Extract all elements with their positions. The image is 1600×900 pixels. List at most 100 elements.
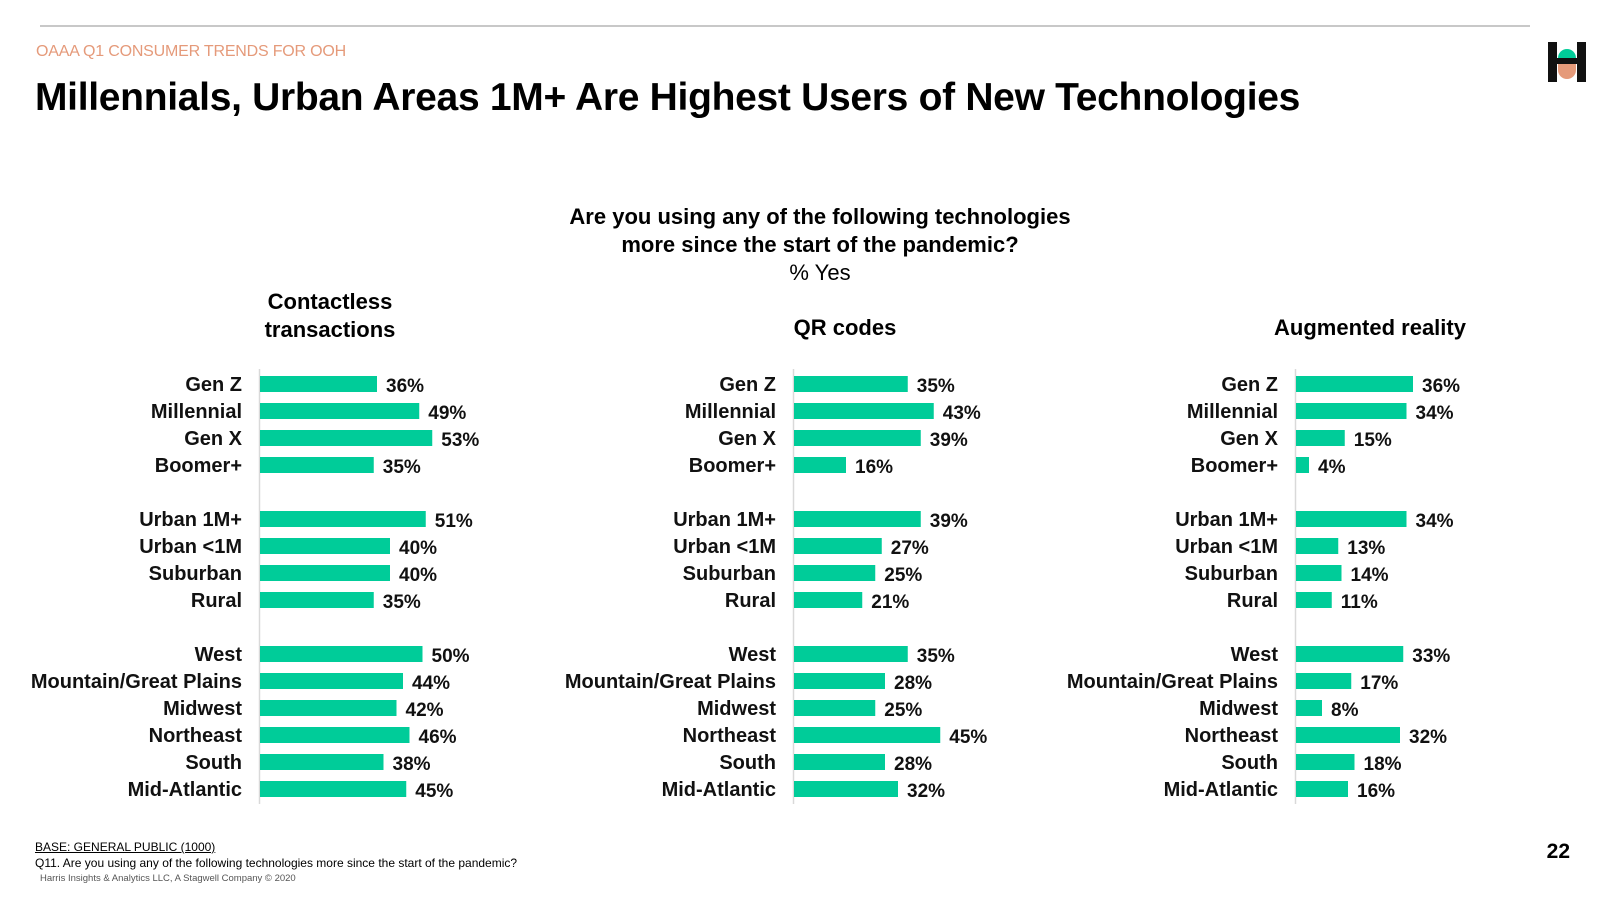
chart-0-value-label: 38% — [393, 754, 431, 775]
harris-logo-icon — [1548, 42, 1586, 82]
chart-1-value-label: 39% — [930, 430, 968, 451]
chart-0-value-label: 44% — [412, 673, 450, 694]
chart-0-bar — [260, 403, 420, 419]
chart-1-bar — [794, 565, 876, 581]
chart-0-category-label: South — [185, 752, 242, 774]
chart-0-value-label: 51% — [435, 511, 473, 532]
chart-title-qr-codes: QR codes — [793, 315, 897, 340]
chart-0-bar — [260, 673, 403, 689]
chart-0-bar — [260, 430, 433, 446]
chart-2-category-label: South — [1221, 752, 1278, 774]
chart-2-category-label: West — [1231, 644, 1279, 666]
chart-1-value-label: 43% — [943, 403, 981, 424]
chart-0-value-label: 40% — [399, 538, 437, 559]
chart-2-value-label: 18% — [1364, 754, 1402, 775]
chart-title-contactless: Contactless transactions — [264, 289, 396, 342]
chart-1-bar — [794, 727, 941, 743]
chart-2-category-label: Mid-Atlantic — [1164, 779, 1278, 801]
chart-1-category-label: Suburban — [683, 563, 776, 585]
chart-2-bar — [1296, 673, 1352, 689]
chart-0-value-label: 49% — [428, 403, 466, 424]
chart-0-category-label: Gen X — [184, 428, 242, 450]
chart-0-value-label: 53% — [441, 430, 479, 451]
chart-1-bar — [794, 781, 898, 797]
chart-1-category-label: Mid-Atlantic — [662, 779, 776, 801]
chart-0-category-label: Urban 1M+ — [139, 509, 242, 531]
chart-2-category-label: Urban 1M+ — [1175, 509, 1278, 531]
chart-1-value-label: 35% — [917, 376, 955, 397]
chart-2-bar — [1296, 646, 1404, 662]
survey-question: Are you using any of the following techn… — [530, 203, 1110, 287]
chart-1-value-label: 21% — [871, 592, 909, 613]
chart-1-bar — [794, 430, 921, 446]
chart-2-category-label: Rural — [1227, 590, 1278, 612]
chart-2-bar — [1296, 511, 1407, 527]
chart-0-bar — [260, 592, 374, 608]
chart-1-bar — [794, 673, 885, 689]
chart-1-value-label: 16% — [855, 457, 893, 478]
chart-0-category-label: Urban <1M — [139, 536, 242, 558]
chart-2-bar — [1296, 727, 1400, 743]
chart-1-category-label: Urban <1M — [673, 536, 776, 558]
chart-2-bar — [1296, 538, 1339, 554]
chart-2-bar — [1296, 754, 1355, 770]
chart-2-value-label: 32% — [1409, 727, 1447, 748]
chart-2-category-label: Midwest — [1199, 698, 1278, 720]
chart-0-value-label: 36% — [386, 376, 424, 397]
chart-1-value-label: 28% — [894, 754, 932, 775]
chart-2-category-label: Urban <1M — [1175, 536, 1278, 558]
chart-1-category-label: Mountain/Great Plains — [565, 671, 776, 693]
chart-2-category-label: Mountain/Great Plains — [1067, 671, 1278, 693]
chart-0-bar — [260, 754, 384, 770]
chart-0-bar — [260, 538, 390, 554]
chart-1-bar — [794, 754, 885, 770]
chart-0-category-label: Mountain/Great Plains — [31, 671, 242, 693]
chart-0-bar — [260, 727, 410, 743]
chart-2-category-label: Northeast — [1185, 725, 1279, 747]
chart-1-category-label: Boomer+ — [689, 455, 776, 477]
chart-1-category-label: Northeast — [683, 725, 777, 747]
chart-0-value-label: 50% — [432, 646, 470, 667]
chart-0-value-label: 35% — [383, 592, 421, 613]
chart-0-category-label: Boomer+ — [155, 455, 242, 477]
chart-2-value-label: 13% — [1347, 538, 1385, 559]
chart-1-category-label: Millennial — [685, 401, 776, 423]
chart-0-value-label: 35% — [383, 457, 421, 478]
chart-0-category-label: Gen Z — [185, 374, 242, 396]
chart-2-category-label: Gen X — [1220, 428, 1278, 450]
chart-1-value-label: 39% — [930, 511, 968, 532]
chart-0-bar — [260, 565, 390, 581]
chart-0-category-label: Northeast — [149, 725, 243, 747]
chart-0-category-label: Millennial — [151, 401, 242, 423]
question-note: Q11. Are you using any of the following … — [35, 856, 518, 870]
question-line-2: more since the start of the pandemic? — [621, 232, 1019, 257]
chart-2-bar — [1296, 592, 1332, 608]
chart-2-category-label: Millennial — [1187, 401, 1278, 423]
chart-0-category-label: Rural — [191, 590, 242, 612]
chart-1-bar — [794, 538, 882, 554]
chart-2-value-label: 34% — [1416, 511, 1454, 532]
chart-1-bar — [794, 700, 876, 716]
chart-2-value-label: 17% — [1360, 673, 1398, 694]
chart-2-value-label: 33% — [1412, 646, 1450, 667]
chart-1-value-label: 25% — [884, 565, 922, 586]
chart-1-bar — [794, 511, 921, 527]
chart-1-category-label: Gen X — [718, 428, 776, 450]
chart-0-value-label: 42% — [406, 700, 444, 721]
chart-0-bar — [260, 700, 397, 716]
chart-1-bar — [794, 457, 846, 473]
chart-2-value-label: 36% — [1422, 376, 1460, 397]
chart-2-category-label: Gen Z — [1221, 374, 1278, 396]
chart-1-category-label: Urban 1M+ — [673, 509, 776, 531]
chart-2-bar — [1296, 457, 1309, 473]
chart-1-category-label: Gen Z — [719, 374, 776, 396]
chart-0-value-label: 40% — [399, 565, 437, 586]
chart-2-bar — [1296, 430, 1345, 446]
chart-0-bar — [260, 457, 374, 473]
chart-2-category-label: Boomer+ — [1191, 455, 1278, 477]
chart-0-value-label: 46% — [419, 727, 457, 748]
top-rule — [40, 25, 1530, 27]
chart-1-value-label: 35% — [917, 646, 955, 667]
chart-0-category-label: Mid-Atlantic — [128, 779, 242, 801]
